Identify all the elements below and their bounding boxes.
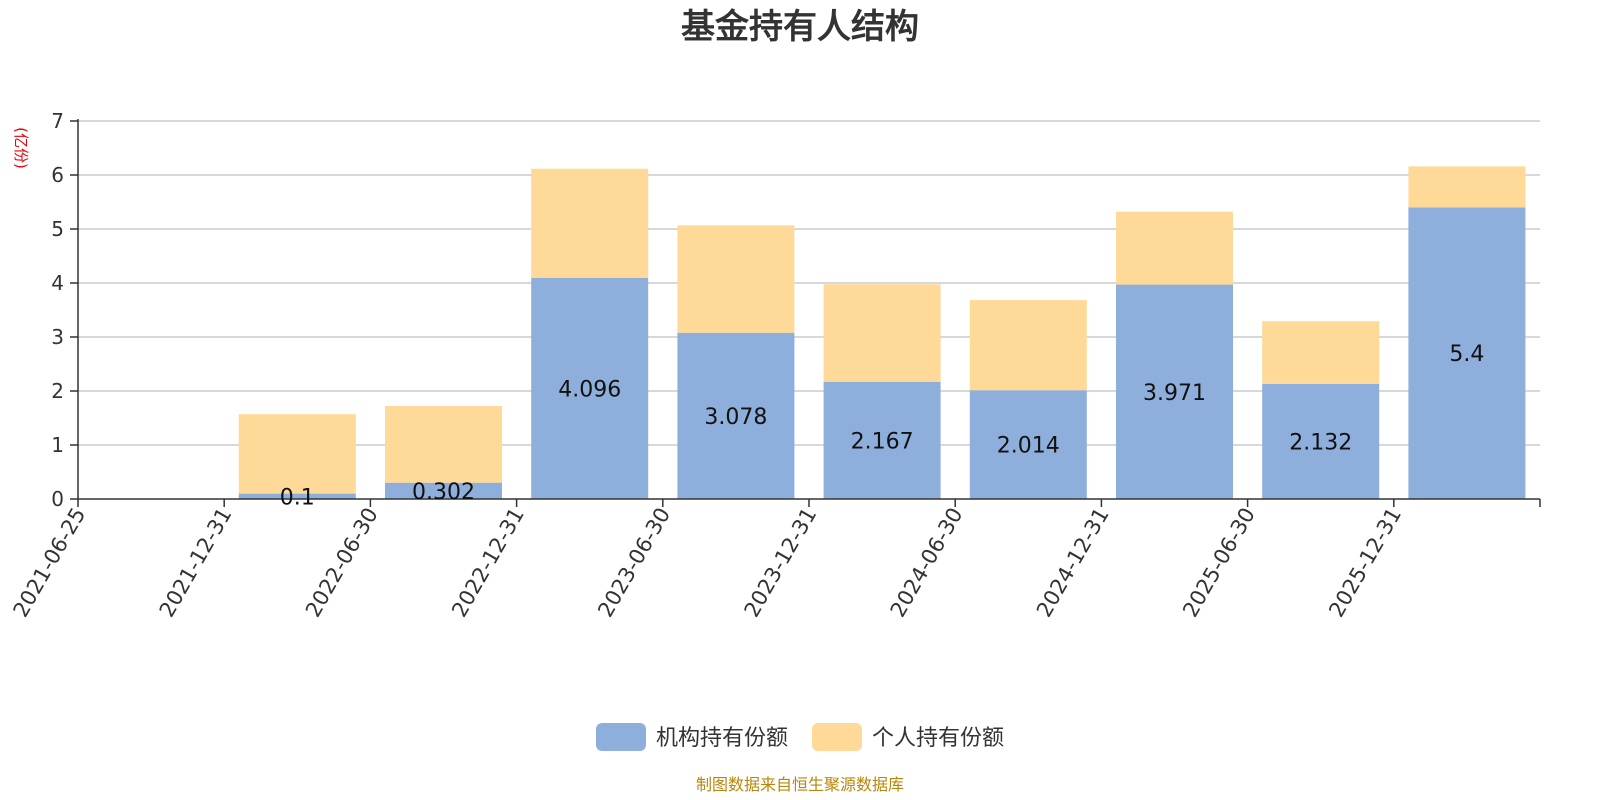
- y-tick-label: 0: [51, 487, 64, 511]
- bar-individual[interactable]: [238, 414, 356, 494]
- x-tick-label: 2022-12-31: [447, 504, 529, 622]
- data-label: 0.1: [280, 485, 315, 510]
- bar-institutional[interactable]: [531, 277, 649, 499]
- data-label: 2.132: [1289, 430, 1352, 455]
- bar-individual[interactable]: [823, 284, 941, 382]
- axes-group: [70, 119, 1541, 507]
- x-tick-label: 2024-12-31: [1032, 504, 1114, 622]
- x-tick-label: 2024-06-30: [886, 503, 968, 621]
- legend[interactable]: 机构持有份额 个人持有份额: [596, 723, 1004, 751]
- y-tick-label: 5: [51, 217, 64, 241]
- x-tick-labels: 2021-06-25 2021-12-31 2022-06-30 2022-12-31…: [9, 503, 1407, 621]
- bar-institutional[interactable]: [385, 482, 502, 499]
- bar-institutional[interactable]: [238, 493, 356, 499]
- x-tick-label: 2021-12-31: [155, 504, 237, 622]
- bar-institutional[interactable]: [677, 332, 795, 499]
- x-tick-label: 2023-12-31: [740, 504, 822, 622]
- data-label: 2.167: [851, 429, 914, 454]
- x-tick-label: 2025-12-31: [1324, 504, 1406, 622]
- grid-lines: [78, 120, 1540, 446]
- data-label: 4.096: [558, 377, 621, 402]
- x-tick-label: 2025-06-30: [1178, 504, 1260, 622]
- x-tick-label: 2021-06-25: [9, 504, 91, 622]
- bar-institutional[interactable]: [1116, 284, 1233, 499]
- legend-swatch[interactable]: [596, 723, 646, 751]
- bar-individual[interactable]: [1408, 166, 1526, 208]
- y-tick-label: 2: [51, 379, 64, 403]
- y-tick-label: 6: [51, 163, 64, 187]
- legend-label[interactable]: 个人持有份额: [872, 726, 1004, 751]
- bars-group: [238, 166, 1526, 499]
- bar-individual[interactable]: [1116, 211, 1233, 285]
- legend-swatch[interactable]: [812, 723, 862, 751]
- data-label: 0.302: [412, 480, 475, 505]
- y-tick-label: 4: [51, 271, 64, 295]
- data-label: 5.4: [1449, 342, 1484, 367]
- y-axis-unit-label: (亿份): [12, 127, 30, 169]
- y-tick-labels: 0 1 2 3 4 5 6 7: [51, 109, 64, 511]
- y-tick-label: 1: [51, 433, 64, 457]
- bar-individual[interactable]: [1262, 321, 1380, 384]
- y-tick-label: 3: [51, 325, 64, 349]
- data-label: 3.971: [1143, 381, 1206, 406]
- bar-institutional[interactable]: [1408, 207, 1526, 499]
- source-note: 制图数据来自恒生聚源数据库: [696, 775, 904, 794]
- bar-institutional[interactable]: [1262, 383, 1380, 499]
- bar-individual[interactable]: [677, 225, 795, 333]
- x-tick-label: 2023-06-30: [593, 504, 675, 622]
- bar-institutional[interactable]: [969, 390, 1087, 499]
- bar-individual[interactable]: [531, 168, 649, 278]
- data-label: 2.014: [997, 434, 1060, 459]
- data-label: 3.078: [704, 405, 767, 430]
- chart-title: 基金持有人结构: [681, 7, 919, 47]
- bar-individual[interactable]: [969, 300, 1087, 391]
- data-labels: 0.1 0.302 4.096 3.078 2.167 2.014 3.971 2.132 5.…: [280, 342, 1485, 510]
- bar-individual[interactable]: [385, 406, 502, 483]
- x-tick-label: 2022-06-30: [301, 504, 383, 622]
- legend-label[interactable]: 机构持有份额: [656, 726, 788, 751]
- bar-institutional[interactable]: [823, 381, 941, 499]
- y-tick-label: 7: [51, 109, 64, 133]
